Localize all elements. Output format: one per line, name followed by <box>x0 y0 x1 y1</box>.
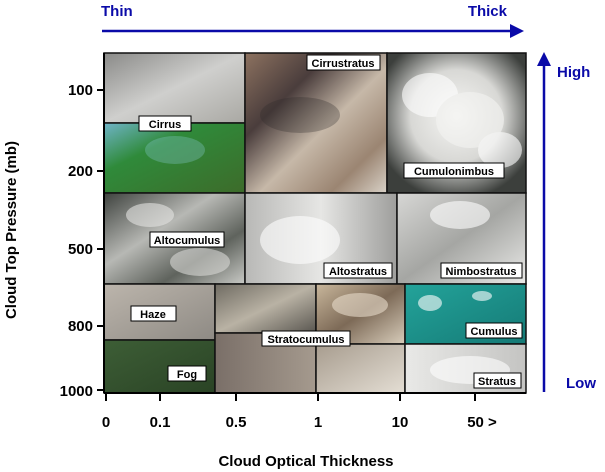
x-tick-label: 1 <box>314 414 322 431</box>
cloud-label-text: Altocumulus <box>154 235 221 247</box>
cloud-label-text: Cirrustratus <box>312 58 375 70</box>
cloud-label-altostratus: Altostratus <box>323 262 393 279</box>
x-tick-label: 0 <box>102 414 110 431</box>
tile-cirrostratus <box>244 52 388 194</box>
y-axis: 100 200 500 800 1000 Cloud Top Pressure … <box>3 53 105 400</box>
x-tick-label: 50 > <box>467 414 497 431</box>
cloud-label-text: Cirrus <box>149 119 181 131</box>
tile-stratocumulus-a <box>214 283 317 334</box>
thickness-arrow <box>102 24 524 38</box>
cloud-label-cumulus: Cumulus <box>465 322 523 339</box>
cloud-label-text: Haze <box>140 309 166 321</box>
cloud-label-fog: Fog <box>167 365 207 382</box>
cloud-label-altocumulus: Altocumulus <box>149 231 225 248</box>
cloud-label-stratus: Stratus <box>473 372 522 389</box>
cloud-labels: Cirrus Cirrustratus Cumulonimbus Altocum… <box>130 54 523 389</box>
y-tick-label: 1000 <box>60 383 93 400</box>
y-axis-title: Cloud Top Pressure (mb) <box>3 141 20 319</box>
x-axis: 0 0.1 0.5 1 10 50 > Cloud Optical Thickn… <box>102 392 526 470</box>
cloud-label-text: Stratocumulus <box>267 334 344 346</box>
cloud-label-cirrus: Cirrus <box>138 115 192 132</box>
y-tick-label: 800 <box>68 318 93 335</box>
cloud-label-cirrostratus: Cirrustratus <box>306 54 381 71</box>
cloud-label-nimbostratus: Nimbostratus <box>440 262 523 279</box>
cloud-label-text: Cumulonimbus <box>414 166 494 178</box>
cloud-label-text: Nimbostratus <box>446 266 517 278</box>
x-tick-label: 10 <box>392 414 409 431</box>
thick-label: Thick <box>468 3 508 20</box>
tile-cirrus-top <box>103 52 246 124</box>
x-axis-title: Cloud Optical Thickness <box>218 453 393 470</box>
altitude-arrow <box>537 52 551 392</box>
x-tick-label: 0.5 <box>226 414 247 431</box>
y-tick-label: 200 <box>68 163 93 180</box>
y-tick-label: 500 <box>68 241 93 258</box>
y-tick-label: 100 <box>68 82 93 99</box>
cloud-label-text: Stratus <box>478 376 516 388</box>
cloud-label-haze: Haze <box>130 305 177 322</box>
cloud-textures <box>126 73 522 384</box>
low-label: Low <box>566 375 596 392</box>
thin-label: Thin <box>101 3 133 20</box>
tile-stratocumulus-low2 <box>315 343 406 394</box>
cloud-label-stratocumulus: Stratocumulus <box>261 330 351 347</box>
x-tick-label: 0.1 <box>150 414 171 431</box>
cloud-label-cumulonimbus: Cumulonimbus <box>403 162 505 179</box>
cloud-label-text: Altostratus <box>329 266 387 278</box>
high-label: High <box>557 64 590 81</box>
cloud-label-text: Fog <box>177 369 197 381</box>
cloud-label-text: Cumulus <box>470 326 517 338</box>
